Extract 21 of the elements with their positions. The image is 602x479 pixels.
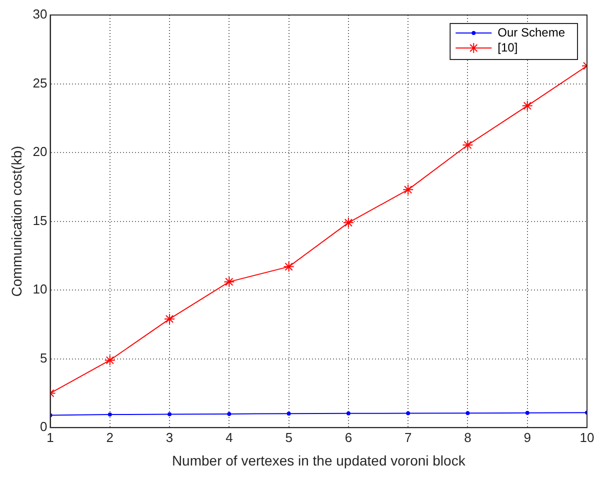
y-axis-title: Communication cost(kb): [8, 146, 24, 297]
x-tick-label: 5: [285, 430, 292, 445]
y-tick-label: 5: [40, 350, 48, 366]
y-tick-label: 30: [32, 6, 48, 22]
x-tick-label: 10: [580, 430, 594, 445]
y-tick-label: 15: [32, 212, 48, 228]
x-tick-label: 4: [226, 430, 233, 445]
legend-label: [10]: [498, 40, 518, 54]
x-tick-label: 1: [46, 430, 54, 445]
x-tick-label: 9: [524, 430, 531, 445]
x-tick-label: 6: [344, 430, 352, 445]
y-tick-label: 0: [40, 419, 48, 434]
x-tick-label: 8: [464, 430, 472, 445]
y-tick-label: 20: [32, 144, 48, 160]
legend-label: Our Scheme: [498, 25, 566, 40]
y-tick-label: 25: [32, 75, 48, 90]
x-tick-label: 3: [166, 430, 174, 445]
x-axis-title: Number of vertexes in the updated voroni block: [172, 452, 466, 468]
y-tick-label: 10: [32, 282, 48, 297]
x-tick-label: 2: [106, 430, 114, 445]
x-tick-label: 7: [404, 430, 412, 445]
